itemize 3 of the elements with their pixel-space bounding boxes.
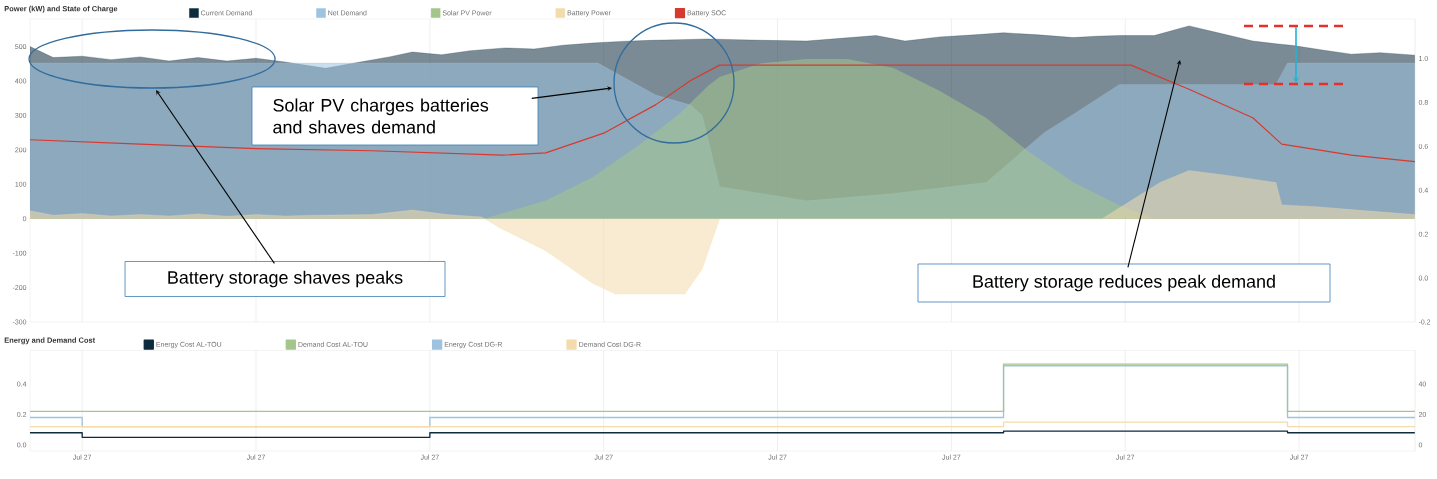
- annotation: Battery storage reduces peak demand: [973, 274, 1275, 292]
- annotation: Solar PV charges batteries and shaves demand: [273, 98, 489, 134]
- annotation: Battery storage shaves peaks: [168, 270, 403, 288]
